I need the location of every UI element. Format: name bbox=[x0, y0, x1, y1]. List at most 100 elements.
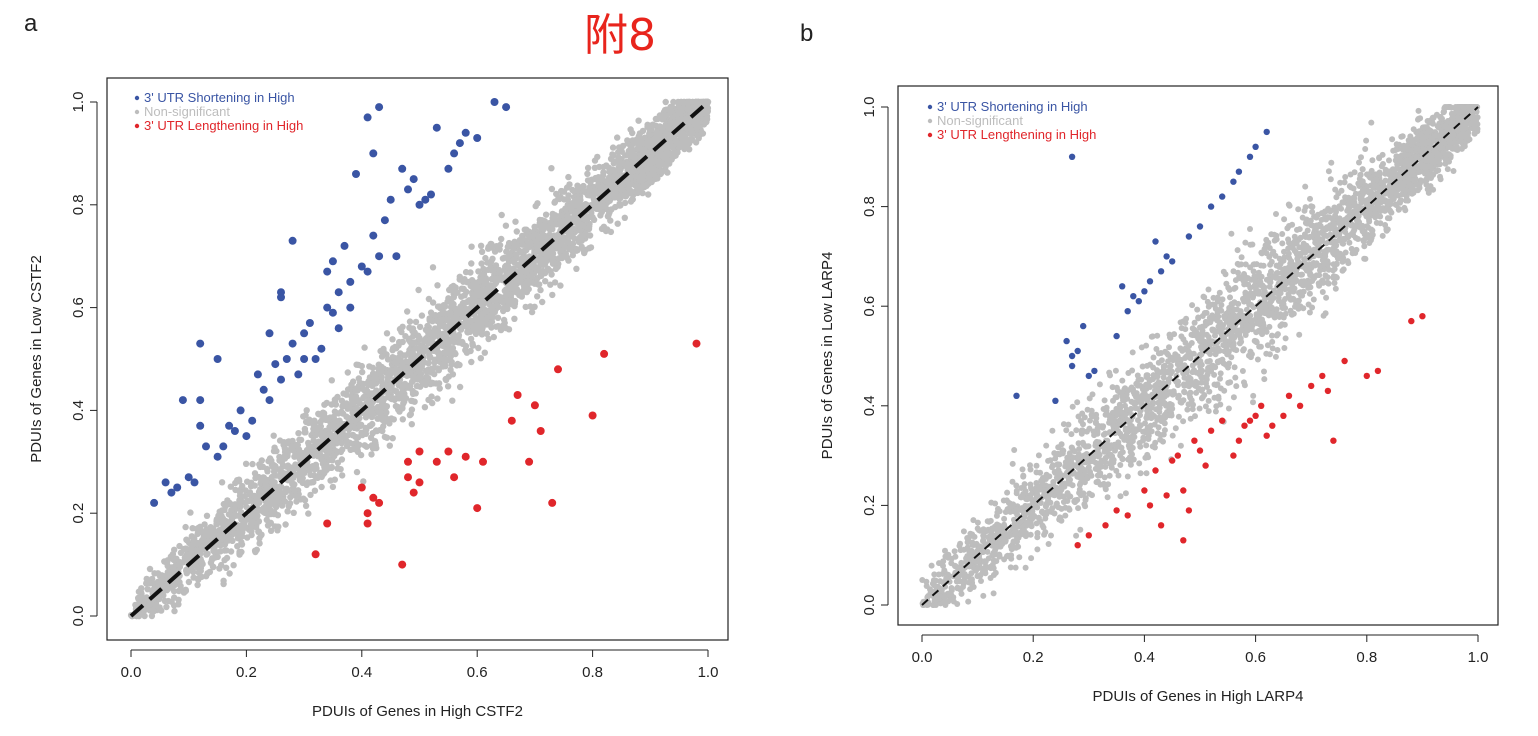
nonsig-point bbox=[230, 512, 238, 519]
nonsig-point bbox=[1016, 554, 1023, 561]
nonsig-point bbox=[980, 592, 987, 599]
nonsig-point bbox=[442, 375, 449, 383]
nonsig-point bbox=[290, 509, 297, 516]
nonsig-point bbox=[238, 522, 246, 529]
lengthening-point bbox=[432, 457, 441, 466]
nonsig-point bbox=[457, 326, 465, 333]
nonsig-point bbox=[522, 246, 529, 254]
nonsig-point bbox=[1327, 176, 1334, 183]
nonsig-point bbox=[396, 325, 404, 333]
y-tick-label: 0.0 bbox=[70, 606, 87, 627]
shortening-point bbox=[334, 324, 343, 333]
nonsig-point bbox=[188, 533, 195, 540]
nonsig-point bbox=[467, 335, 475, 343]
nonsig-point bbox=[444, 383, 452, 390]
nonsig-point bbox=[617, 202, 624, 209]
nonsig-point bbox=[302, 502, 310, 509]
nonsig-point bbox=[428, 393, 435, 400]
nonsig-point bbox=[418, 312, 426, 319]
nonsig-point bbox=[488, 324, 495, 331]
nonsig-point bbox=[528, 308, 536, 316]
nonsig-point bbox=[522, 303, 529, 311]
nonsig-point bbox=[289, 437, 296, 445]
nonsig-point bbox=[376, 414, 383, 421]
nonsig-point bbox=[689, 118, 696, 125]
nonsig-point bbox=[1281, 216, 1288, 223]
nonsig-point bbox=[397, 357, 404, 364]
nonsig-point bbox=[163, 603, 170, 611]
nonsig-point bbox=[379, 427, 386, 435]
nonsig-point bbox=[363, 443, 370, 450]
nonsig-point bbox=[698, 128, 705, 136]
lengthening-point bbox=[363, 509, 372, 518]
nonsig-point bbox=[628, 142, 635, 149]
nonsig-point bbox=[1233, 383, 1240, 390]
nonsig-point bbox=[633, 182, 640, 190]
nonsig-point bbox=[1261, 368, 1267, 375]
nonsig-point bbox=[1247, 241, 1254, 248]
nonsig-point bbox=[639, 127, 647, 135]
nonsig-point bbox=[599, 224, 607, 232]
nonsig-point bbox=[1074, 399, 1081, 406]
nonsig-point bbox=[678, 98, 685, 106]
shortening-point bbox=[196, 421, 205, 430]
nonsig-point bbox=[616, 167, 624, 174]
nonsig-point bbox=[248, 519, 255, 527]
nonsig-point bbox=[445, 295, 452, 302]
nonsig-point bbox=[404, 308, 411, 315]
nonsig-point bbox=[313, 426, 321, 433]
nonsig-point bbox=[304, 448, 311, 455]
nonsig-point bbox=[561, 243, 569, 251]
nonsig-point bbox=[1281, 345, 1288, 351]
nonsig-point bbox=[436, 385, 443, 392]
nonsig-point bbox=[415, 286, 422, 294]
nonsig-point bbox=[241, 492, 249, 500]
nonsig-point bbox=[358, 362, 365, 370]
nonsig-point bbox=[353, 468, 361, 476]
nonsig-point bbox=[629, 137, 636, 144]
nonsig-point bbox=[1184, 406, 1191, 413]
nonsig-point bbox=[437, 355, 444, 362]
nonsig-point bbox=[444, 356, 451, 364]
nonsig-point bbox=[1196, 405, 1203, 412]
nonsig-point bbox=[634, 189, 641, 197]
nonsig-point bbox=[1213, 403, 1220, 410]
nonsig-point bbox=[248, 479, 255, 486]
nonsig-point bbox=[170, 587, 178, 595]
shortening-point bbox=[178, 396, 187, 405]
nonsig-point bbox=[526, 234, 533, 241]
nonsig-point bbox=[660, 113, 668, 120]
nonsig-point bbox=[667, 118, 674, 126]
nonsig-point bbox=[385, 393, 392, 400]
nonsig-point bbox=[280, 439, 288, 446]
nonsig-point bbox=[409, 340, 416, 347]
shortening-point bbox=[455, 139, 464, 148]
shortening-point bbox=[369, 231, 378, 240]
nonsig-point bbox=[236, 548, 243, 556]
nonsig-point bbox=[303, 407, 310, 414]
nonsig-point bbox=[458, 285, 465, 292]
annotation-label: 附8 bbox=[584, 10, 656, 61]
nonsig-point bbox=[523, 268, 530, 276]
nonsig-point bbox=[1221, 387, 1228, 394]
shortening-point bbox=[230, 427, 239, 435]
nonsig-point bbox=[275, 486, 282, 493]
nonsig-point bbox=[502, 304, 509, 312]
nonsig-point bbox=[668, 143, 676, 151]
shortening-point bbox=[202, 442, 210, 451]
shortening-point bbox=[363, 267, 372, 276]
nonsig-point bbox=[383, 409, 390, 416]
nonsig-point bbox=[1216, 289, 1223, 296]
nonsig-point bbox=[416, 323, 424, 331]
nonsig-point bbox=[315, 410, 322, 417]
nonsig-point bbox=[511, 281, 518, 288]
nonsig-point bbox=[180, 545, 188, 553]
lengthening-point bbox=[450, 473, 459, 482]
nonsig-point bbox=[471, 316, 478, 323]
nonsig-point bbox=[631, 154, 638, 162]
nonsig-point bbox=[482, 319, 489, 326]
shortening-point bbox=[404, 185, 412, 194]
nonsig-point bbox=[386, 442, 393, 449]
nonsig-point bbox=[185, 578, 193, 586]
